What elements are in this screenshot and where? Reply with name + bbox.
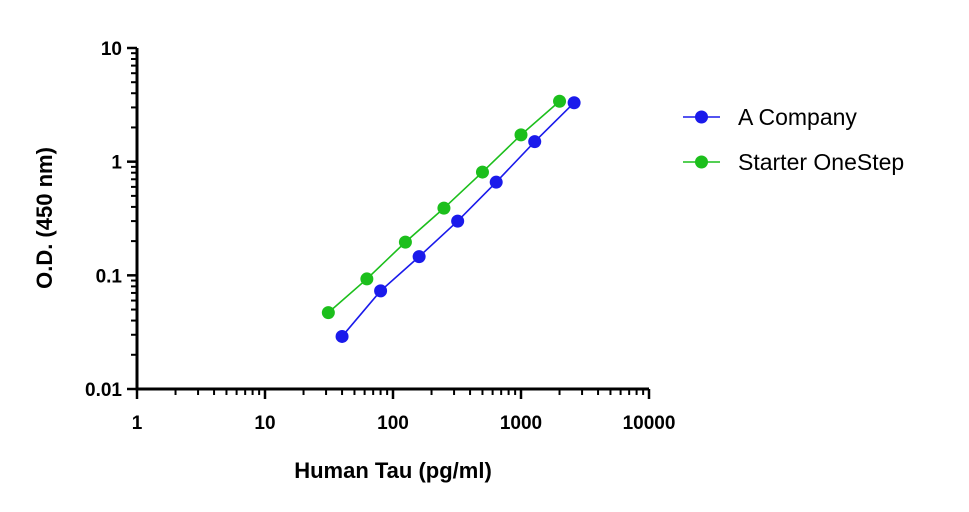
series-layer xyxy=(321,94,581,343)
x-tick-label: 100 xyxy=(377,413,409,434)
x-tick-label: 1000 xyxy=(500,413,542,434)
legend-marker xyxy=(695,155,708,169)
data-point xyxy=(567,96,581,110)
y-tick-label: 0.1 xyxy=(96,266,123,287)
axes: 1 10 100 1000 10000 10 1 0.1 0.01 xyxy=(85,39,675,434)
y-tick-label: 1 xyxy=(111,153,122,174)
data-point xyxy=(321,306,335,320)
legend: A Company Starter OneStep xyxy=(683,104,904,175)
y-axis-title: O.D. (450 nm) xyxy=(32,147,57,289)
x-axis-title: Human Tau (pg/ml) xyxy=(294,458,492,483)
data-point xyxy=(398,235,412,249)
legend-label: Starter OneStep xyxy=(738,149,904,175)
data-point xyxy=(514,128,528,142)
legend-item-0: A Company xyxy=(683,104,857,130)
y-tick-label: 0.01 xyxy=(85,380,122,401)
data-point xyxy=(489,175,503,189)
data-point xyxy=(475,165,489,179)
data-point xyxy=(553,94,567,108)
x-tick-label: 1 xyxy=(132,413,143,434)
series-0 xyxy=(335,96,581,343)
y-tick-label: 10 xyxy=(101,39,122,60)
data-point xyxy=(528,135,542,149)
data-point xyxy=(360,272,374,286)
x-tick-label: 10 xyxy=(254,413,275,434)
x-tick-label: 10000 xyxy=(623,413,676,434)
legend-item-1: Starter OneStep xyxy=(683,149,904,175)
data-point xyxy=(374,284,388,298)
data-point xyxy=(335,329,349,343)
data-point xyxy=(437,201,451,215)
legend-marker xyxy=(695,110,708,124)
series-1 xyxy=(321,94,567,320)
data-point xyxy=(451,214,465,228)
data-point xyxy=(412,250,426,264)
legend-label: A Company xyxy=(738,104,857,130)
